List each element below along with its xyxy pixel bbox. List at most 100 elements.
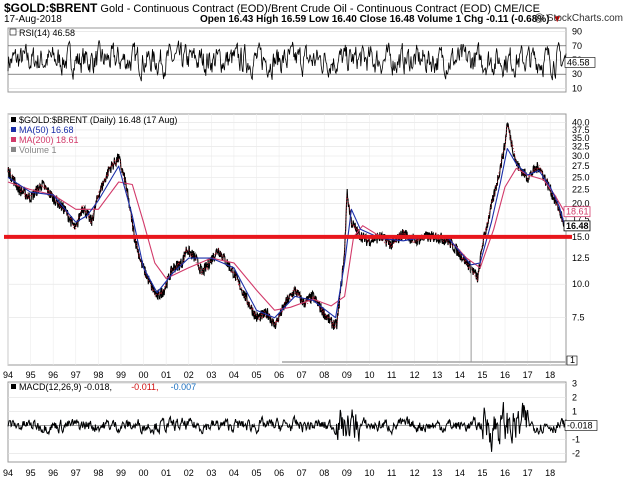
price-legend-marker [11, 137, 16, 142]
price-value-tag [563, 220, 591, 232]
rsi-legend-marker [9, 28, 17, 36]
chart-exchange: CME/ICE [494, 3, 540, 15]
volume-value-box [566, 355, 578, 366]
quote-close: 16.48 [389, 14, 415, 25]
macd-x-tick-label: 09 [342, 468, 352, 478]
price-x-tick-label: 07 [297, 370, 307, 380]
macd-tick-label: 3 [572, 378, 577, 388]
price-tick-label: 25.0 [572, 172, 590, 182]
price-legend-label: $GOLD:$BRENT (Daily) 16.48 (17 Aug) [19, 115, 177, 125]
price-legend-label: MA(50) 16.68 [19, 125, 74, 135]
price-x-tick-label: 98 [93, 370, 103, 380]
quote-volume: 1 [455, 14, 462, 25]
quote-change: -0.11 (-0.68%) [486, 14, 550, 25]
macd-x-tick-label: 11 [387, 468, 396, 478]
macd-x-tick-label: 14 [455, 468, 465, 478]
quote-high: 16.59 [281, 14, 307, 25]
price-legend-label: Volume 1 [19, 145, 57, 155]
price-tick-label: 40.0 [572, 117, 590, 127]
volume-value-label: 1 [570, 355, 575, 365]
price-x-tick-label: 11 [387, 370, 396, 380]
price-x-tick-label: 09 [342, 370, 352, 380]
macd-last-value: -0.018 [567, 421, 593, 431]
macd-x-tick-label: 06 [274, 468, 284, 478]
price-tick-label: 27.5 [572, 161, 590, 171]
price-tick-label: 35.0 [572, 133, 590, 143]
price-x-tick-label: 01 [161, 370, 171, 380]
price-x-tick-label: 02 [184, 370, 194, 380]
macd-x-tick-label: 07 [297, 468, 307, 478]
macd-tick-label: 1 [572, 406, 577, 416]
macd-x-tick-label: 16 [500, 468, 510, 478]
price-tick-label: 20.0 [572, 198, 590, 208]
macd-legend-label: -0.011, [131, 382, 158, 392]
change-down-icon: ▼ [552, 14, 563, 25]
macd-x-tick-label: 08 [319, 468, 329, 478]
price-x-tick-label: 17 [523, 370, 533, 380]
quote-low: 16.40 [331, 14, 357, 25]
price-x-tick-label: 14 [455, 370, 465, 380]
macd-x-tick-label: 12 [410, 468, 420, 478]
macd-x-tick-label: 02 [184, 468, 194, 478]
macd-x-tick-label: 05 [252, 468, 262, 478]
price-legend-label: MA(200) 18.61 [19, 135, 79, 145]
price-x-tick-label: 15 [477, 370, 487, 380]
price-legend-marker [11, 147, 16, 152]
price-x-tick-label: 03 [206, 370, 216, 380]
rsi-last-value: 46.58 [567, 57, 590, 67]
price-x-tick-label: 13 [432, 370, 442, 380]
price-value-tag-label: 18.61 [566, 207, 589, 217]
macd-x-tick-label: 97 [71, 468, 81, 478]
macd-panel-frame [7, 381, 567, 463]
rsi-tick-label: 10 [572, 83, 582, 93]
macd-x-tick-label: 00 [139, 468, 149, 478]
quote-line: Open 16.43 High 16.59 Low 16.40 Close 16… [200, 14, 563, 25]
macd-x-tick-label: 03 [206, 468, 216, 478]
macd-x-tick-label: 95 [26, 468, 36, 478]
macd-x-tick-label: 98 [93, 468, 103, 478]
price-tick-label: 7.5 [572, 313, 585, 323]
price-x-tick-label: 95 [26, 370, 36, 380]
price-tick-label: 30.0 [572, 151, 590, 161]
price-x-tick-label: 10 [364, 370, 374, 380]
price-legend-marker [11, 117, 16, 122]
macd-x-tick-label: 04 [229, 468, 239, 478]
price-x-tick-label: 05 [252, 370, 262, 380]
price-x-tick-label: 08 [319, 370, 329, 380]
price-x-tick-label: 06 [274, 370, 284, 380]
price-tick-label: 22.5 [572, 185, 590, 195]
price-tick-label: 17.5 [572, 214, 590, 224]
price-x-tick-label: 97 [71, 370, 81, 380]
price-tick-label: 15.0 [572, 232, 590, 242]
macd-x-tick-label: 99 [116, 468, 126, 478]
quote-open: 16.43 [228, 14, 254, 25]
macd-tick-label: -1 [572, 435, 580, 445]
price-legend-marker [11, 127, 16, 132]
price-x-tick-label: 16 [500, 370, 510, 380]
macd-x-tick-label: 17 [523, 468, 533, 478]
rsi-tick-label: 70 [572, 41, 582, 51]
rsi-tick-label: 30 [572, 69, 582, 79]
macd-x-tick-label: 15 [477, 468, 487, 478]
rsi-legend-label: RSI(14) 46.58 [19, 28, 75, 38]
rsi-line [7, 40, 567, 82]
macd-legend-label: -0.007 [171, 382, 197, 392]
chart-symbol: $GOLD:$BRENT [4, 1, 98, 15]
price-x-tick-label: 04 [229, 370, 239, 380]
price-x-tick-label: 00 [139, 370, 149, 380]
price-x-tick-label: 96 [48, 370, 58, 380]
price-value-tag-label: 16.48 [566, 221, 589, 231]
macd-line [7, 402, 567, 452]
macd-x-tick-label: 01 [161, 468, 171, 478]
ma50-line [7, 147, 565, 319]
chart-description: Gold - Continuous Contract (EOD)/Brent C… [100, 3, 492, 15]
price-x-tick-label: 94 [3, 370, 13, 380]
price-tick-label: 37.5 [572, 125, 590, 135]
chart-title: $GOLD:$BRENT Gold - Continuous Contract … [4, 1, 540, 15]
macd-x-tick-label: 13 [432, 468, 442, 478]
macd-x-tick-label: 10 [364, 468, 374, 478]
price-x-tick-label: 12 [410, 370, 420, 380]
macd-tick-label: 2 [572, 392, 577, 402]
rsi-tick-label: 90 [572, 27, 582, 37]
